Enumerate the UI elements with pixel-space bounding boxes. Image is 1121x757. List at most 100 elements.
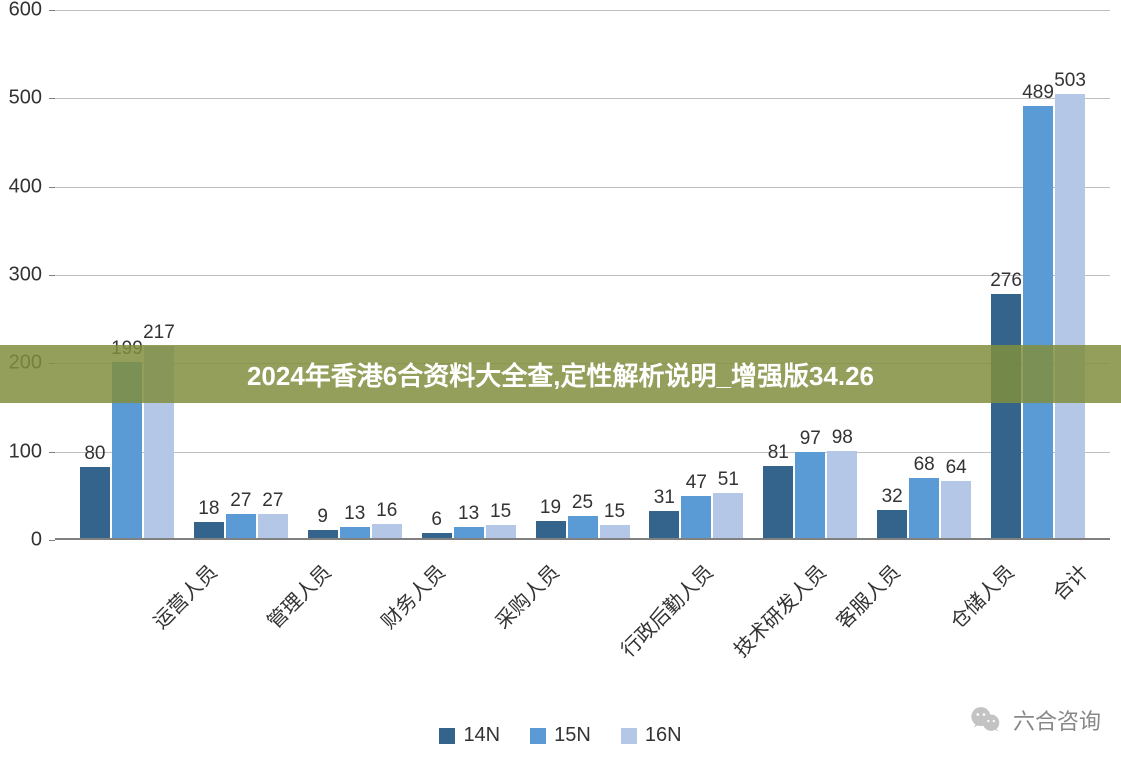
bar-value-label: 15 (490, 501, 511, 523)
legend-item: 14N (439, 724, 500, 747)
bar-value-label: 6 (431, 509, 442, 531)
bar: 6 (422, 533, 452, 538)
bar-group: 91316 (307, 524, 403, 538)
bar-value-label: 13 (344, 503, 365, 525)
bar: 276 (991, 294, 1021, 538)
bar: 80 (80, 467, 110, 538)
y-tickmark (49, 275, 55, 276)
bar-value-label: 19 (540, 497, 561, 519)
bar-value-label: 18 (198, 498, 219, 520)
bar-value-label: 9 (317, 506, 328, 528)
x-axis-label: 运营人员 (145, 557, 222, 634)
x-axis-label: 合计 (1045, 557, 1094, 606)
y-tickmark (49, 452, 55, 453)
overlay-banner: 2024年香港6合资料大全查,定性解析说明_增强版34.26 (0, 345, 1121, 403)
bar-value-label: 489 (1022, 82, 1054, 104)
bar: 51 (713, 493, 743, 538)
bar-value-label: 51 (718, 469, 739, 491)
y-tickmark (49, 98, 55, 99)
bar-value-label: 98 (832, 427, 853, 449)
bar: 47 (681, 496, 711, 538)
watermark-text: 六合咨询 (1013, 704, 1101, 736)
bar: 68 (909, 478, 939, 538)
bar-value-label: 16 (376, 500, 397, 522)
bar: 25 (568, 516, 598, 538)
y-tickmark (49, 10, 55, 11)
bar: 27 (226, 514, 256, 538)
y-axis: 0100200300400500600 (0, 10, 50, 540)
legend: 14N 15N 16N (0, 724, 1121, 747)
bar-group: 276489503 (990, 94, 1086, 538)
bar-value-label: 27 (230, 490, 251, 512)
legend-item: 16N (621, 724, 682, 747)
bar-group: 326864 (876, 478, 972, 538)
bar-group: 192515 (535, 516, 631, 538)
bar: 19 (536, 521, 566, 538)
x-axis-label: 财务人员 (373, 557, 450, 634)
bar: 18 (194, 522, 224, 538)
bar-value-label: 276 (990, 270, 1022, 292)
gridline (55, 275, 1110, 276)
x-axis-label: 技术研发人员 (727, 557, 832, 662)
bar-value-label: 64 (946, 457, 967, 479)
bar-value-label: 25 (572, 492, 593, 514)
gridline (55, 10, 1110, 11)
x-axis-labels: 运营人员管理人员财务人员采购人员行政后勤人员技术研发人员客服人员仓储人员合计 (55, 545, 1110, 685)
bar: 27 (258, 514, 288, 538)
gridline (55, 187, 1110, 188)
bar: 98 (827, 451, 857, 538)
bar: 64 (941, 481, 971, 538)
bar: 15 (486, 525, 516, 538)
y-tick-label: 0 (31, 529, 42, 552)
y-tick-label: 100 (9, 440, 42, 463)
bar-value-label: 31 (654, 487, 675, 509)
y-tick-label: 400 (9, 175, 42, 198)
legend-label: 15N (554, 724, 591, 747)
bar-value-label: 13 (458, 503, 479, 525)
bar-value-label: 81 (768, 442, 789, 464)
bar-value-label: 47 (686, 472, 707, 494)
x-axis-label: 采购人员 (487, 557, 564, 634)
gridline (55, 452, 1110, 453)
wechat-icon (969, 703, 1003, 737)
bar: 31 (649, 511, 679, 538)
y-tick-label: 300 (9, 264, 42, 287)
bar: 9 (308, 530, 338, 538)
bar-value-label: 97 (800, 428, 821, 450)
bar-group: 819798 (762, 451, 858, 538)
bar-value-label: 80 (84, 443, 105, 465)
bar: 13 (454, 527, 484, 538)
legend-swatch (621, 728, 637, 744)
chart-container: 0100200300400500600 80199217182727913166… (0, 0, 1121, 757)
bar-group: 314751 (648, 493, 744, 538)
watermark: 六合咨询 (969, 703, 1101, 737)
y-tick-label: 600 (9, 0, 42, 22)
legend-label: 14N (463, 724, 500, 747)
bar-value-label: 15 (604, 501, 625, 523)
overlay-text: 2024年香港6合资料大全查,定性解析说明_增强版34.26 (247, 356, 874, 393)
bar: 13 (340, 527, 370, 538)
y-tick-label: 500 (9, 87, 42, 110)
bar-group: 182727 (193, 514, 289, 538)
gridline (55, 98, 1110, 99)
bar: 503 (1055, 94, 1085, 538)
bar: 97 (795, 452, 825, 538)
bar-value-label: 217 (143, 322, 175, 344)
x-axis-label: 行政后勤人员 (613, 557, 718, 662)
bar: 32 (877, 510, 907, 538)
plot-area: 8019921718272791316613151925153147518197… (55, 10, 1110, 540)
bar-value-label: 32 (882, 486, 903, 508)
x-axis-label: 仓储人员 (943, 557, 1020, 634)
bar-value-label: 27 (262, 490, 283, 512)
y-tickmark (49, 540, 55, 541)
bar: 15 (600, 525, 630, 538)
bar-value-label: 68 (914, 454, 935, 476)
y-tickmark (49, 187, 55, 188)
bar: 81 (763, 466, 793, 538)
bar-group: 61315 (421, 525, 517, 538)
bar: 16 (372, 524, 402, 538)
x-axis-label: 管理人员 (259, 557, 336, 634)
legend-swatch (530, 728, 546, 744)
bar: 489 (1023, 106, 1053, 538)
x-axis-label: 客服人员 (829, 557, 906, 634)
